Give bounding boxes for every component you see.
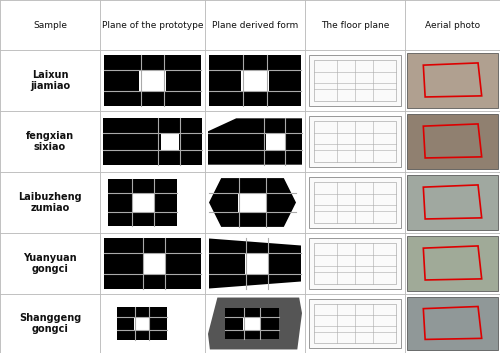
Polygon shape xyxy=(209,239,301,288)
Bar xyxy=(309,299,401,348)
Bar xyxy=(407,297,498,350)
Bar xyxy=(309,116,401,167)
Text: Aerial photo: Aerial photo xyxy=(425,20,480,30)
Bar xyxy=(309,177,401,228)
Text: The floor plane: The floor plane xyxy=(321,20,389,30)
Text: Plane derived form: Plane derived form xyxy=(212,20,298,30)
Bar xyxy=(238,193,268,212)
Bar xyxy=(314,182,396,223)
Polygon shape xyxy=(208,118,302,165)
Bar xyxy=(309,238,401,289)
Bar xyxy=(132,193,154,212)
Bar xyxy=(134,317,150,330)
Bar xyxy=(314,60,396,101)
Text: Sample: Sample xyxy=(33,20,67,30)
Text: Yuanyuan
gongci: Yuanyuan gongci xyxy=(23,253,77,274)
Bar xyxy=(103,118,202,165)
Bar xyxy=(407,175,498,230)
Bar xyxy=(266,133,285,150)
Bar xyxy=(104,55,201,106)
Bar xyxy=(209,55,301,106)
Bar xyxy=(140,70,166,91)
Bar xyxy=(314,243,396,284)
Bar xyxy=(407,53,498,108)
Bar xyxy=(407,236,498,291)
Bar xyxy=(108,179,177,226)
Bar xyxy=(241,70,269,91)
Bar xyxy=(117,307,167,340)
Text: Shanggeng
gongci: Shanggeng gongci xyxy=(19,313,81,334)
Text: Laixun
jiamiao: Laixun jiamiao xyxy=(30,70,70,91)
Bar xyxy=(245,253,269,274)
Bar xyxy=(309,55,401,106)
Bar xyxy=(162,133,179,150)
Bar xyxy=(144,253,165,274)
Bar xyxy=(314,304,396,343)
Text: Plane of the prototype: Plane of the prototype xyxy=(102,20,203,30)
Bar xyxy=(314,121,396,162)
Bar xyxy=(244,317,261,330)
Bar xyxy=(104,239,201,288)
Bar xyxy=(407,114,498,169)
Text: Laibuzheng
zumiao: Laibuzheng zumiao xyxy=(18,192,82,213)
Bar xyxy=(225,308,280,339)
Polygon shape xyxy=(209,178,296,227)
Text: fengxian
sixiao: fengxian sixiao xyxy=(26,131,74,152)
Polygon shape xyxy=(208,298,302,349)
